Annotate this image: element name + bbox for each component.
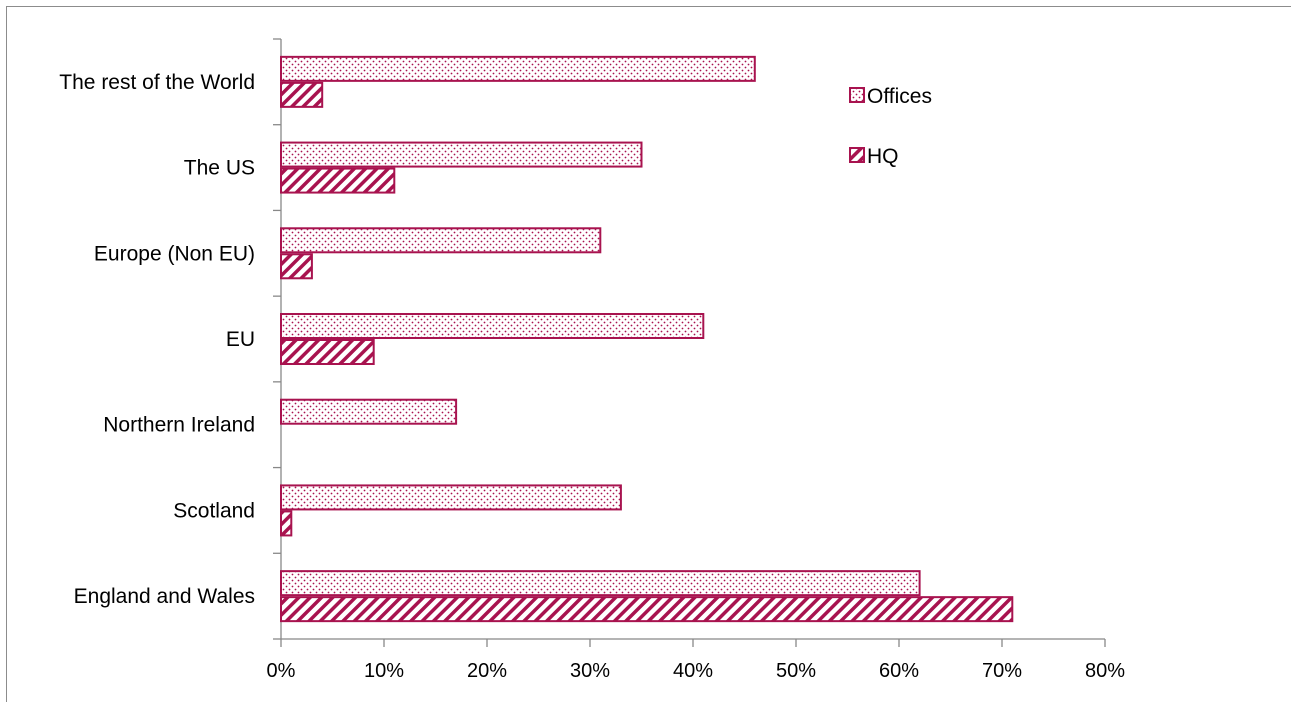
category-label: The US [184,157,255,180]
bar-hq [281,511,291,535]
bar-hq [281,340,374,364]
x-tick-label: 20% [467,660,507,682]
category-label: Scotland [173,499,255,522]
x-tick-label: 50% [776,660,816,682]
bar-offices [281,228,600,252]
legend-hq-label: HQ [867,145,899,168]
category-label: EU [226,328,255,351]
legend-offices-swatch [850,88,864,102]
bar-hq [281,597,1012,621]
bar-hq [281,169,394,193]
bar-offices [281,143,642,167]
bar-hq [281,83,322,107]
x-tick-label: 70% [982,660,1022,682]
x-tick-label: 10% [364,660,404,682]
axes [273,39,1105,647]
bar-offices [281,314,703,338]
x-tick-label: 40% [673,660,713,682]
bar-offices [281,485,621,509]
category-labels: England and Wales Scotland Northern Irelan… [59,71,255,608]
legend-hq-swatch [850,148,864,162]
legend-offices-label: Offices [867,85,932,108]
x-tick-label: 80% [1085,660,1125,682]
bar-offices [281,571,920,595]
category-label: The rest of the World [59,71,255,94]
category-label: Europe (Non EU) [94,242,255,265]
x-tick-label: 30% [570,660,610,682]
x-tick-label: 0% [267,660,296,682]
bar-hq [281,254,312,278]
x-tick-label: 60% [879,660,919,682]
category-label: Northern Ireland [103,414,255,437]
bar-offices [281,57,755,81]
legend: Offices HQ [850,85,932,168]
bars [281,57,1012,621]
category-label: England and Wales [74,585,255,608]
bar-offices [281,400,456,424]
x-tick-labels: 0% 10% 20% 30% 40% 50% 60% 70% 80% [267,660,1126,682]
